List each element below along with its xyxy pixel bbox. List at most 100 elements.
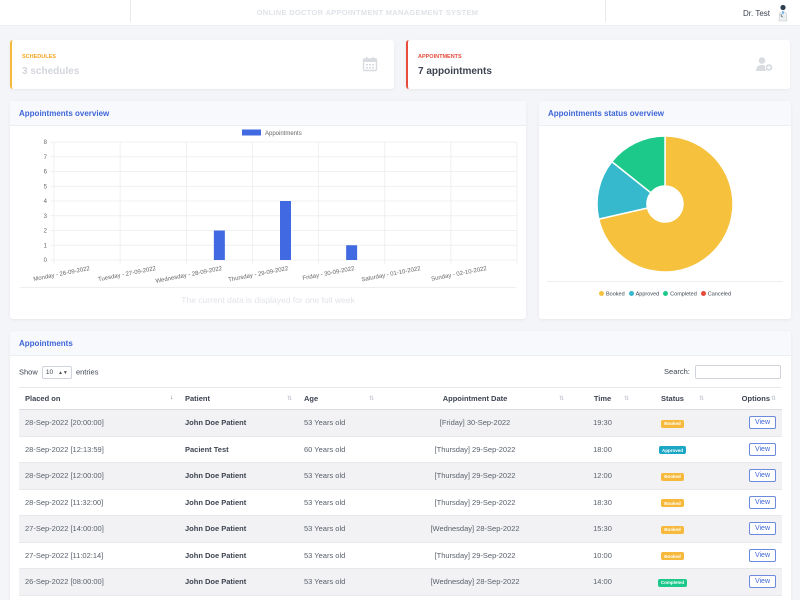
entries-select[interactable]: 10 ▲▼ — [41, 366, 72, 379]
x-tick-label: Sunday - 02-10-2022 — [431, 266, 488, 283]
view-button[interactable]: View — [748, 548, 776, 562]
cell-placed-on: 27-Sep-2022 [14:00:00] — [19, 515, 179, 543]
table-row: 27-Sep-2022 [11:02:14] John Doe Patient … — [19, 542, 782, 569]
appointments-value: 7 appointments — [418, 66, 492, 77]
legend-item-booked[interactable]: Booked — [598, 291, 625, 298]
cell-age: 53 Years old — [298, 542, 380, 569]
legend-dot — [700, 291, 706, 296]
x-tick-label: Tuesday - 27-09-2022 — [98, 266, 158, 283]
cell-time: 15:30 — [570, 515, 635, 543]
sort-icon: ⇅ — [286, 396, 292, 402]
col-options[interactable]: Options ⇅ — [710, 387, 782, 410]
legend-item-canceled[interactable]: Canceled — [700, 291, 731, 298]
bar — [213, 230, 225, 260]
cell-options: View — [710, 542, 782, 569]
cell-appointment-date: [Wednesday] 28-Sep-2022 — [380, 515, 570, 543]
y-tick-label: 8 — [44, 140, 48, 146]
y-tick-label: 3 — [44, 214, 48, 220]
chart-divider — [547, 281, 783, 282]
col-label: Time — [593, 394, 612, 403]
table-row: 27-Sep-2022 [14:00:00] John Doe Patient … — [19, 515, 782, 543]
table-row: 26-Sep-2022 [08:00:00] John Doe Patient … — [19, 568, 782, 596]
cell-appointment-date: [Thursday] 29-Sep-2022 — [380, 489, 570, 516]
sort-icon: ⇅ — [368, 396, 374, 402]
sort-icon: ⇅ — [558, 396, 564, 402]
view-button[interactable]: View — [748, 442, 776, 456]
status-badge: Booked — [661, 472, 684, 481]
col-status[interactable]: Status ⇅ — [635, 387, 710, 410]
appointments-label: APPOINTMENTS — [418, 54, 462, 60]
x-tick-label: Saturday - 01-10-2022 — [361, 266, 422, 283]
cell-time: 10:00 — [570, 542, 635, 569]
cell-age: 53 Years old — [298, 568, 380, 596]
view-button[interactable]: View — [748, 469, 776, 483]
cell-age: 53 Years old — [298, 462, 380, 490]
view-button[interactable]: View — [748, 575, 776, 589]
cell-appointment-date: [Wednesday] 28-Sep-2022 — [380, 568, 570, 596]
view-button[interactable]: View — [748, 416, 776, 430]
view-button[interactable]: View — [748, 495, 776, 509]
bar — [280, 201, 291, 260]
y-tick-label: 4 — [44, 199, 48, 205]
donut-slice-booked — [597, 135, 734, 273]
appointments-status-title: Appointments status overview — [539, 101, 791, 126]
show-label: Show — [19, 367, 38, 377]
col-label: Appointment Date — [442, 394, 508, 403]
cell-patient: John Doe Patient — [179, 462, 298, 490]
chart-footnote: The current data is displayed for one fu… — [181, 295, 355, 305]
chevron-updown-icon: ▲▼ — [57, 370, 68, 376]
cell-time: 19:30 — [570, 409, 635, 437]
bar — [346, 245, 358, 260]
user-plus-icon — [756, 57, 774, 72]
legend-label: Booked — [605, 291, 625, 298]
cell-status: Booked — [635, 462, 710, 490]
appointments-overview-panel: Appointments overview Appointments 0 1 2 3 4 5… — [10, 101, 526, 319]
cell-placed-on: 28-Sep-2022 [12:13:59] — [19, 436, 179, 463]
search-control: Search: — [664, 365, 781, 379]
y-tick-label: 6 — [44, 170, 48, 176]
cell-placed-on: 27-Sep-2022 [11:02:14] — [19, 542, 179, 569]
legend-label: Approved — [635, 291, 660, 298]
view-button[interactable]: View — [748, 522, 776, 536]
appointments-card[interactable]: APPOINTMENTS 7 appointments — [406, 40, 790, 89]
chart-divider — [20, 287, 516, 288]
y-tick-label: 7 — [44, 155, 48, 161]
cell-options: View — [710, 462, 782, 490]
appointments-status-panel: Appointments status overview Booked Appro… — [539, 101, 791, 319]
cell-status: Booked — [635, 409, 710, 437]
y-tick-label: 2 — [44, 229, 48, 235]
donut-slice-completed — [610, 135, 666, 194]
sort-desc-icon: ↓ — [170, 395, 173, 401]
app-title: ONLINE DOCTOR APPOINTMENT MANAGEMENT SYS… — [256, 8, 479, 17]
entries-label: entries — [75, 367, 99, 377]
legend-item-approved[interactable]: Approved — [628, 291, 660, 298]
cell-age: 53 Years old — [298, 515, 380, 543]
search-label: Search: — [664, 366, 690, 376]
legend-item-completed[interactable]: Completed — [663, 291, 697, 298]
cell-placed-on: 26-Sep-2022 [08:00:00] — [19, 568, 179, 596]
doctor-avatar-icon[interactable] — [778, 4, 788, 22]
status-badge: Booked — [661, 419, 684, 428]
col-label: Options — [741, 394, 770, 403]
col-age[interactable]: Age ⇅ — [298, 387, 380, 410]
schedules-card[interactable]: SCHEDULES 3 schedules — [10, 40, 394, 89]
col-patient[interactable]: Patient ⇅ — [179, 387, 298, 410]
legend-label: Completed — [670, 291, 697, 298]
table-row: 28-Sep-2022 [12:13:59] Pacient Test 60 Y… — [19, 436, 782, 463]
entries-select-value: 10 — [45, 369, 54, 376]
col-placed-on[interactable]: Placed on ↓ — [19, 387, 179, 410]
table-header-row: Placed on ↓ Patient ⇅ Age ⇅ Appointment Dat… — [19, 387, 782, 410]
col-time[interactable]: Time ⇅ — [570, 387, 635, 410]
col-appointment-date[interactable]: Appointment Date ⇅ — [380, 387, 570, 410]
table-row: 28-Sep-2022 [20:00:00] John Doe Patient … — [19, 409, 782, 437]
cell-status: Booked — [635, 542, 710, 569]
navbar-divider — [130, 0, 131, 22]
cell-age: 53 Years old — [298, 409, 380, 437]
cell-status: Approved — [635, 436, 710, 463]
search-input[interactable] — [695, 365, 781, 379]
col-label: Patient — [185, 394, 211, 403]
user-name[interactable]: Dr. Test — [743, 9, 770, 18]
cell-placed-on: 28-Sep-2022 [20:00:00] — [19, 409, 179, 437]
cell-appointment-date: [Thursday] 29-Sep-2022 — [380, 542, 570, 569]
cell-placed-on: 28-Sep-2022 [12:00:00] — [19, 462, 179, 490]
